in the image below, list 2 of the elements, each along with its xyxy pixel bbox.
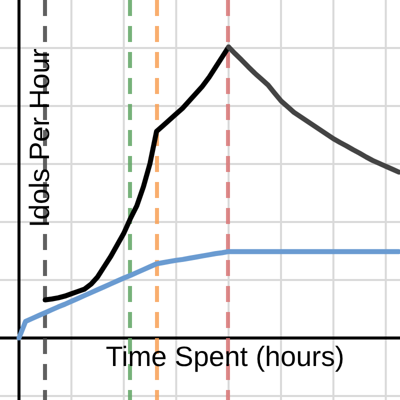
y-axis-title: Idols Per Hour (24, 48, 55, 228)
x-axis-title: Time Spent (hours) (106, 341, 344, 372)
